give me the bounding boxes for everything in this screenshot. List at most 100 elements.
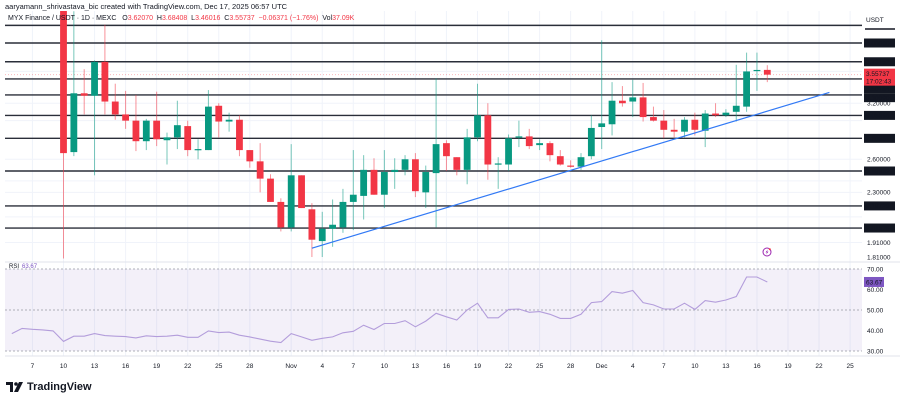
level-price-label: 2.48932	[866, 168, 890, 175]
candle	[173, 100, 181, 150]
candle	[474, 83, 481, 142]
level-price-tag[interactable]	[864, 93, 895, 103]
candle-body	[463, 137, 471, 170]
time-axis-label: 13	[91, 363, 99, 370]
candle-body	[639, 97, 647, 118]
price-axis[interactable]: 3.20000 2.60000 2.30000 1.91000 1.81000 70.00…	[862, 0, 900, 356]
time-axis-label: 25	[215, 363, 223, 370]
candle	[287, 144, 295, 232]
rsi-line	[11, 276, 768, 344]
candle-body	[443, 143, 450, 157]
candle	[70, 11, 78, 157]
candle	[349, 150, 357, 231]
candle	[329, 199, 336, 247]
candle-body	[184, 126, 192, 151]
candle-body	[163, 137, 171, 141]
trendline[interactable]	[311, 91, 830, 249]
candle-body	[246, 150, 254, 162]
level-price-tag[interactable]	[864, 201, 895, 211]
candle	[215, 103, 223, 138]
candle-body	[132, 120, 140, 142]
candle-body	[505, 138, 512, 165]
level-price-tag[interactable]	[864, 223, 895, 233]
rsi-value-tag[interactable]	[864, 276, 884, 287]
level-price-label: 2.80961	[866, 136, 890, 143]
rsi-tick-label: 70.00	[867, 266, 884, 273]
candle	[277, 198, 285, 232]
candle	[453, 157, 461, 176]
candle	[691, 112, 699, 136]
price-tick-label: 1.81000	[867, 254, 891, 261]
candle-body	[753, 69, 761, 72]
candle	[360, 155, 368, 220]
change-value: −0.06371 (−1.76%)	[258, 15, 319, 22]
candle-body	[391, 169, 399, 173]
level-price-tag[interactable]	[864, 110, 895, 120]
symbol-name[interactable]: MYX Finance / USDT · 1D · MEXC	[8, 15, 117, 22]
candle	[184, 120, 192, 157]
level-price-tag[interactable]	[864, 38, 895, 48]
time-axis-label: 25	[536, 363, 544, 370]
currency-label[interactable]: USDT	[866, 17, 884, 24]
candle-body	[215, 105, 223, 122]
candle	[515, 120, 523, 148]
rsi-tick-label: 50.00	[867, 307, 884, 314]
symbol-legend[interactable]: MYX Finance / USDT · 1D · MEXC O3.62070 …	[8, 15, 354, 22]
event-flag-icon[interactable]	[762, 247, 772, 257]
price-tick-label: 2.60000	[867, 157, 891, 164]
tradingview-logo[interactable]: TradingView	[6, 381, 92, 393]
candle	[194, 139, 202, 160]
candle	[763, 65, 771, 83]
candle-body	[608, 100, 616, 125]
candle	[598, 40, 606, 150]
time-axis-label: 13	[412, 363, 420, 370]
candle-body	[422, 172, 430, 193]
rsi-legend[interactable]: RSI 63.67	[9, 264, 37, 270]
time-axis-label: 19	[474, 363, 482, 370]
level-price-tag[interactable]	[864, 133, 895, 143]
ascending-trendline[interactable]	[311, 91, 830, 249]
candle-body	[598, 123, 606, 128]
candle	[732, 64, 740, 122]
time-axis-label: 7	[31, 363, 35, 370]
candle-body	[142, 120, 150, 142]
candle	[163, 132, 171, 165]
open-label: O	[122, 15, 128, 22]
candle-body	[567, 165, 575, 167]
volume-value: 37.09K	[332, 15, 355, 22]
candle-body	[484, 115, 492, 165]
level-price-tag[interactable]	[864, 57, 895, 67]
credit-text: aaryamann_shrivastava_bic created with T…	[5, 2, 288, 11]
candle-body	[546, 143, 554, 156]
candle-body	[380, 172, 388, 195]
time-axis-label: 16	[122, 363, 130, 370]
candle	[525, 128, 533, 150]
candle	[722, 109, 730, 118]
candle	[753, 52, 761, 91]
candle-body	[267, 178, 274, 202]
candle	[142, 118, 150, 151]
time-axis-label: 16	[443, 363, 451, 370]
level-price-tag[interactable]	[864, 166, 895, 176]
level-price-tag[interactable]	[864, 84, 895, 94]
candle	[639, 82, 647, 122]
current-price-tag[interactable]	[864, 68, 895, 86]
candle	[391, 158, 399, 189]
candle	[587, 115, 595, 160]
brand-name: TradingView	[27, 381, 92, 393]
time-axis[interactable]: 7 10 13 16 19 22 25 28 Nov 4 7 10 13 16 19 22 25 28 Dec 4 7 1…	[31, 363, 854, 370]
candle-body	[194, 149, 202, 151]
time-axis-label: 28	[567, 363, 575, 370]
candle	[463, 128, 471, 185]
candle	[422, 165, 430, 209]
candle-body	[763, 69, 771, 75]
candle-body	[401, 159, 409, 170]
level-lines[interactable]	[5, 24, 862, 229]
level-price-label: 4.00000	[866, 40, 890, 47]
close-label: C	[224, 15, 230, 22]
candle	[670, 118, 678, 138]
candle-body	[412, 159, 419, 192]
tradingview-logo-icon	[6, 382, 23, 392]
candle-body	[494, 163, 502, 165]
